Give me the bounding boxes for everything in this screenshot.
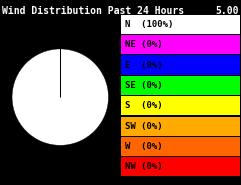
Bar <box>120 137 240 156</box>
Bar <box>120 35 240 54</box>
Bar <box>120 56 240 75</box>
Text: S  (0%): S (0%) <box>125 101 163 110</box>
Text: SW (0%): SW (0%) <box>125 122 163 131</box>
Text: N  (100%): N (100%) <box>125 20 174 29</box>
Bar <box>120 157 240 176</box>
Text: 5.00: 5.00 <box>215 6 239 16</box>
Bar <box>120 117 240 136</box>
Text: SE (0%): SE (0%) <box>125 81 163 90</box>
Bar <box>120 96 240 115</box>
Wedge shape <box>12 49 108 145</box>
Text: W  (0%): W (0%) <box>125 142 163 151</box>
Text: Wind Distribution Past 24 Hours: Wind Distribution Past 24 Hours <box>2 6 185 16</box>
Bar <box>120 15 240 34</box>
Text: NW (0%): NW (0%) <box>125 162 163 171</box>
Text: E  (0%): E (0%) <box>125 60 163 70</box>
Text: NE (0%): NE (0%) <box>125 40 163 49</box>
Bar <box>120 76 240 95</box>
